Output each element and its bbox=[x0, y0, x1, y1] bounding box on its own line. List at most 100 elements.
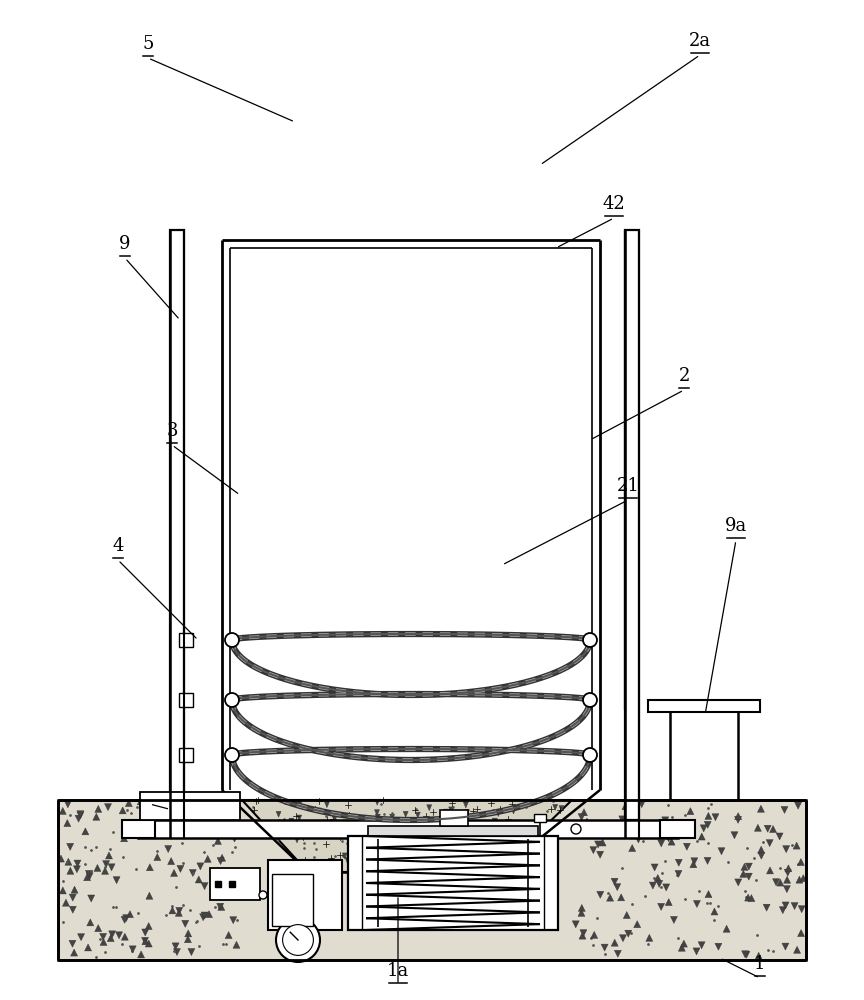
Polygon shape bbox=[332, 816, 337, 822]
Polygon shape bbox=[490, 863, 495, 869]
Polygon shape bbox=[800, 875, 807, 882]
Polygon shape bbox=[743, 951, 750, 958]
Polygon shape bbox=[289, 818, 294, 824]
Polygon shape bbox=[443, 830, 448, 836]
Polygon shape bbox=[335, 870, 340, 876]
Polygon shape bbox=[511, 808, 516, 814]
Polygon shape bbox=[591, 931, 598, 938]
Polygon shape bbox=[226, 932, 232, 939]
Polygon shape bbox=[766, 840, 773, 847]
Polygon shape bbox=[776, 833, 783, 840]
Bar bbox=[58, 800, 806, 960]
Polygon shape bbox=[165, 846, 172, 853]
Polygon shape bbox=[113, 877, 120, 884]
Polygon shape bbox=[195, 876, 202, 883]
Polygon shape bbox=[94, 864, 101, 871]
Polygon shape bbox=[663, 884, 670, 891]
Polygon shape bbox=[137, 798, 144, 805]
Polygon shape bbox=[380, 833, 384, 839]
Polygon shape bbox=[781, 806, 788, 813]
Text: 4: 4 bbox=[112, 537, 124, 555]
Polygon shape bbox=[213, 831, 220, 838]
Bar bbox=[272, 874, 313, 926]
Polygon shape bbox=[397, 832, 403, 838]
Polygon shape bbox=[64, 820, 71, 827]
Polygon shape bbox=[71, 949, 78, 956]
Polygon shape bbox=[734, 816, 741, 823]
Polygon shape bbox=[105, 852, 112, 859]
Polygon shape bbox=[662, 817, 669, 824]
Polygon shape bbox=[777, 879, 784, 886]
Polygon shape bbox=[492, 818, 497, 824]
Polygon shape bbox=[206, 911, 213, 918]
Polygon shape bbox=[591, 829, 598, 836]
Polygon shape bbox=[651, 864, 658, 871]
Polygon shape bbox=[426, 833, 430, 839]
Polygon shape bbox=[741, 863, 748, 870]
Polygon shape bbox=[683, 843, 690, 850]
Polygon shape bbox=[680, 940, 688, 947]
Polygon shape bbox=[204, 855, 211, 862]
Polygon shape bbox=[323, 821, 327, 827]
Polygon shape bbox=[704, 857, 711, 864]
Polygon shape bbox=[784, 876, 791, 883]
Polygon shape bbox=[121, 835, 128, 842]
Polygon shape bbox=[629, 845, 636, 852]
Polygon shape bbox=[107, 935, 114, 942]
Polygon shape bbox=[217, 858, 224, 865]
Text: 5: 5 bbox=[143, 35, 154, 53]
Polygon shape bbox=[581, 809, 588, 816]
Polygon shape bbox=[496, 811, 501, 817]
Polygon shape bbox=[622, 803, 629, 810]
Polygon shape bbox=[233, 872, 240, 879]
Polygon shape bbox=[95, 925, 102, 932]
Polygon shape bbox=[77, 812, 84, 819]
Polygon shape bbox=[432, 862, 437, 868]
Polygon shape bbox=[441, 864, 445, 870]
Polygon shape bbox=[797, 930, 804, 937]
Polygon shape bbox=[597, 891, 604, 898]
Bar bbox=[179, 748, 193, 762]
Polygon shape bbox=[675, 870, 682, 877]
Polygon shape bbox=[78, 934, 85, 941]
Polygon shape bbox=[191, 804, 198, 811]
Polygon shape bbox=[715, 943, 722, 950]
Polygon shape bbox=[694, 900, 701, 907]
Polygon shape bbox=[676, 859, 683, 866]
Polygon shape bbox=[693, 948, 700, 955]
Polygon shape bbox=[442, 846, 447, 852]
Polygon shape bbox=[399, 818, 404, 824]
Polygon shape bbox=[758, 805, 765, 812]
Polygon shape bbox=[86, 870, 92, 877]
Polygon shape bbox=[614, 950, 621, 957]
Polygon shape bbox=[323, 820, 328, 826]
Polygon shape bbox=[67, 843, 73, 850]
Polygon shape bbox=[785, 865, 792, 872]
Polygon shape bbox=[463, 802, 468, 808]
Polygon shape bbox=[162, 802, 169, 809]
Polygon shape bbox=[466, 841, 471, 847]
Bar bbox=[660, 820, 695, 838]
Bar bbox=[268, 860, 342, 930]
Polygon shape bbox=[200, 914, 206, 921]
Text: 9a: 9a bbox=[725, 517, 747, 535]
Polygon shape bbox=[109, 931, 116, 938]
Bar bbox=[348, 836, 558, 930]
Polygon shape bbox=[658, 903, 664, 910]
Polygon shape bbox=[712, 814, 719, 821]
Polygon shape bbox=[603, 832, 610, 839]
Polygon shape bbox=[108, 864, 115, 871]
Polygon shape bbox=[121, 933, 129, 940]
Polygon shape bbox=[172, 943, 179, 950]
Polygon shape bbox=[103, 861, 110, 868]
Polygon shape bbox=[613, 884, 620, 891]
Polygon shape bbox=[654, 874, 661, 881]
Polygon shape bbox=[174, 810, 181, 817]
Circle shape bbox=[583, 693, 597, 707]
Polygon shape bbox=[691, 858, 698, 865]
Polygon shape bbox=[705, 891, 712, 898]
Polygon shape bbox=[75, 815, 82, 822]
Text: 2: 2 bbox=[678, 367, 689, 385]
Polygon shape bbox=[438, 870, 443, 876]
Bar bbox=[222, 240, 600, 790]
